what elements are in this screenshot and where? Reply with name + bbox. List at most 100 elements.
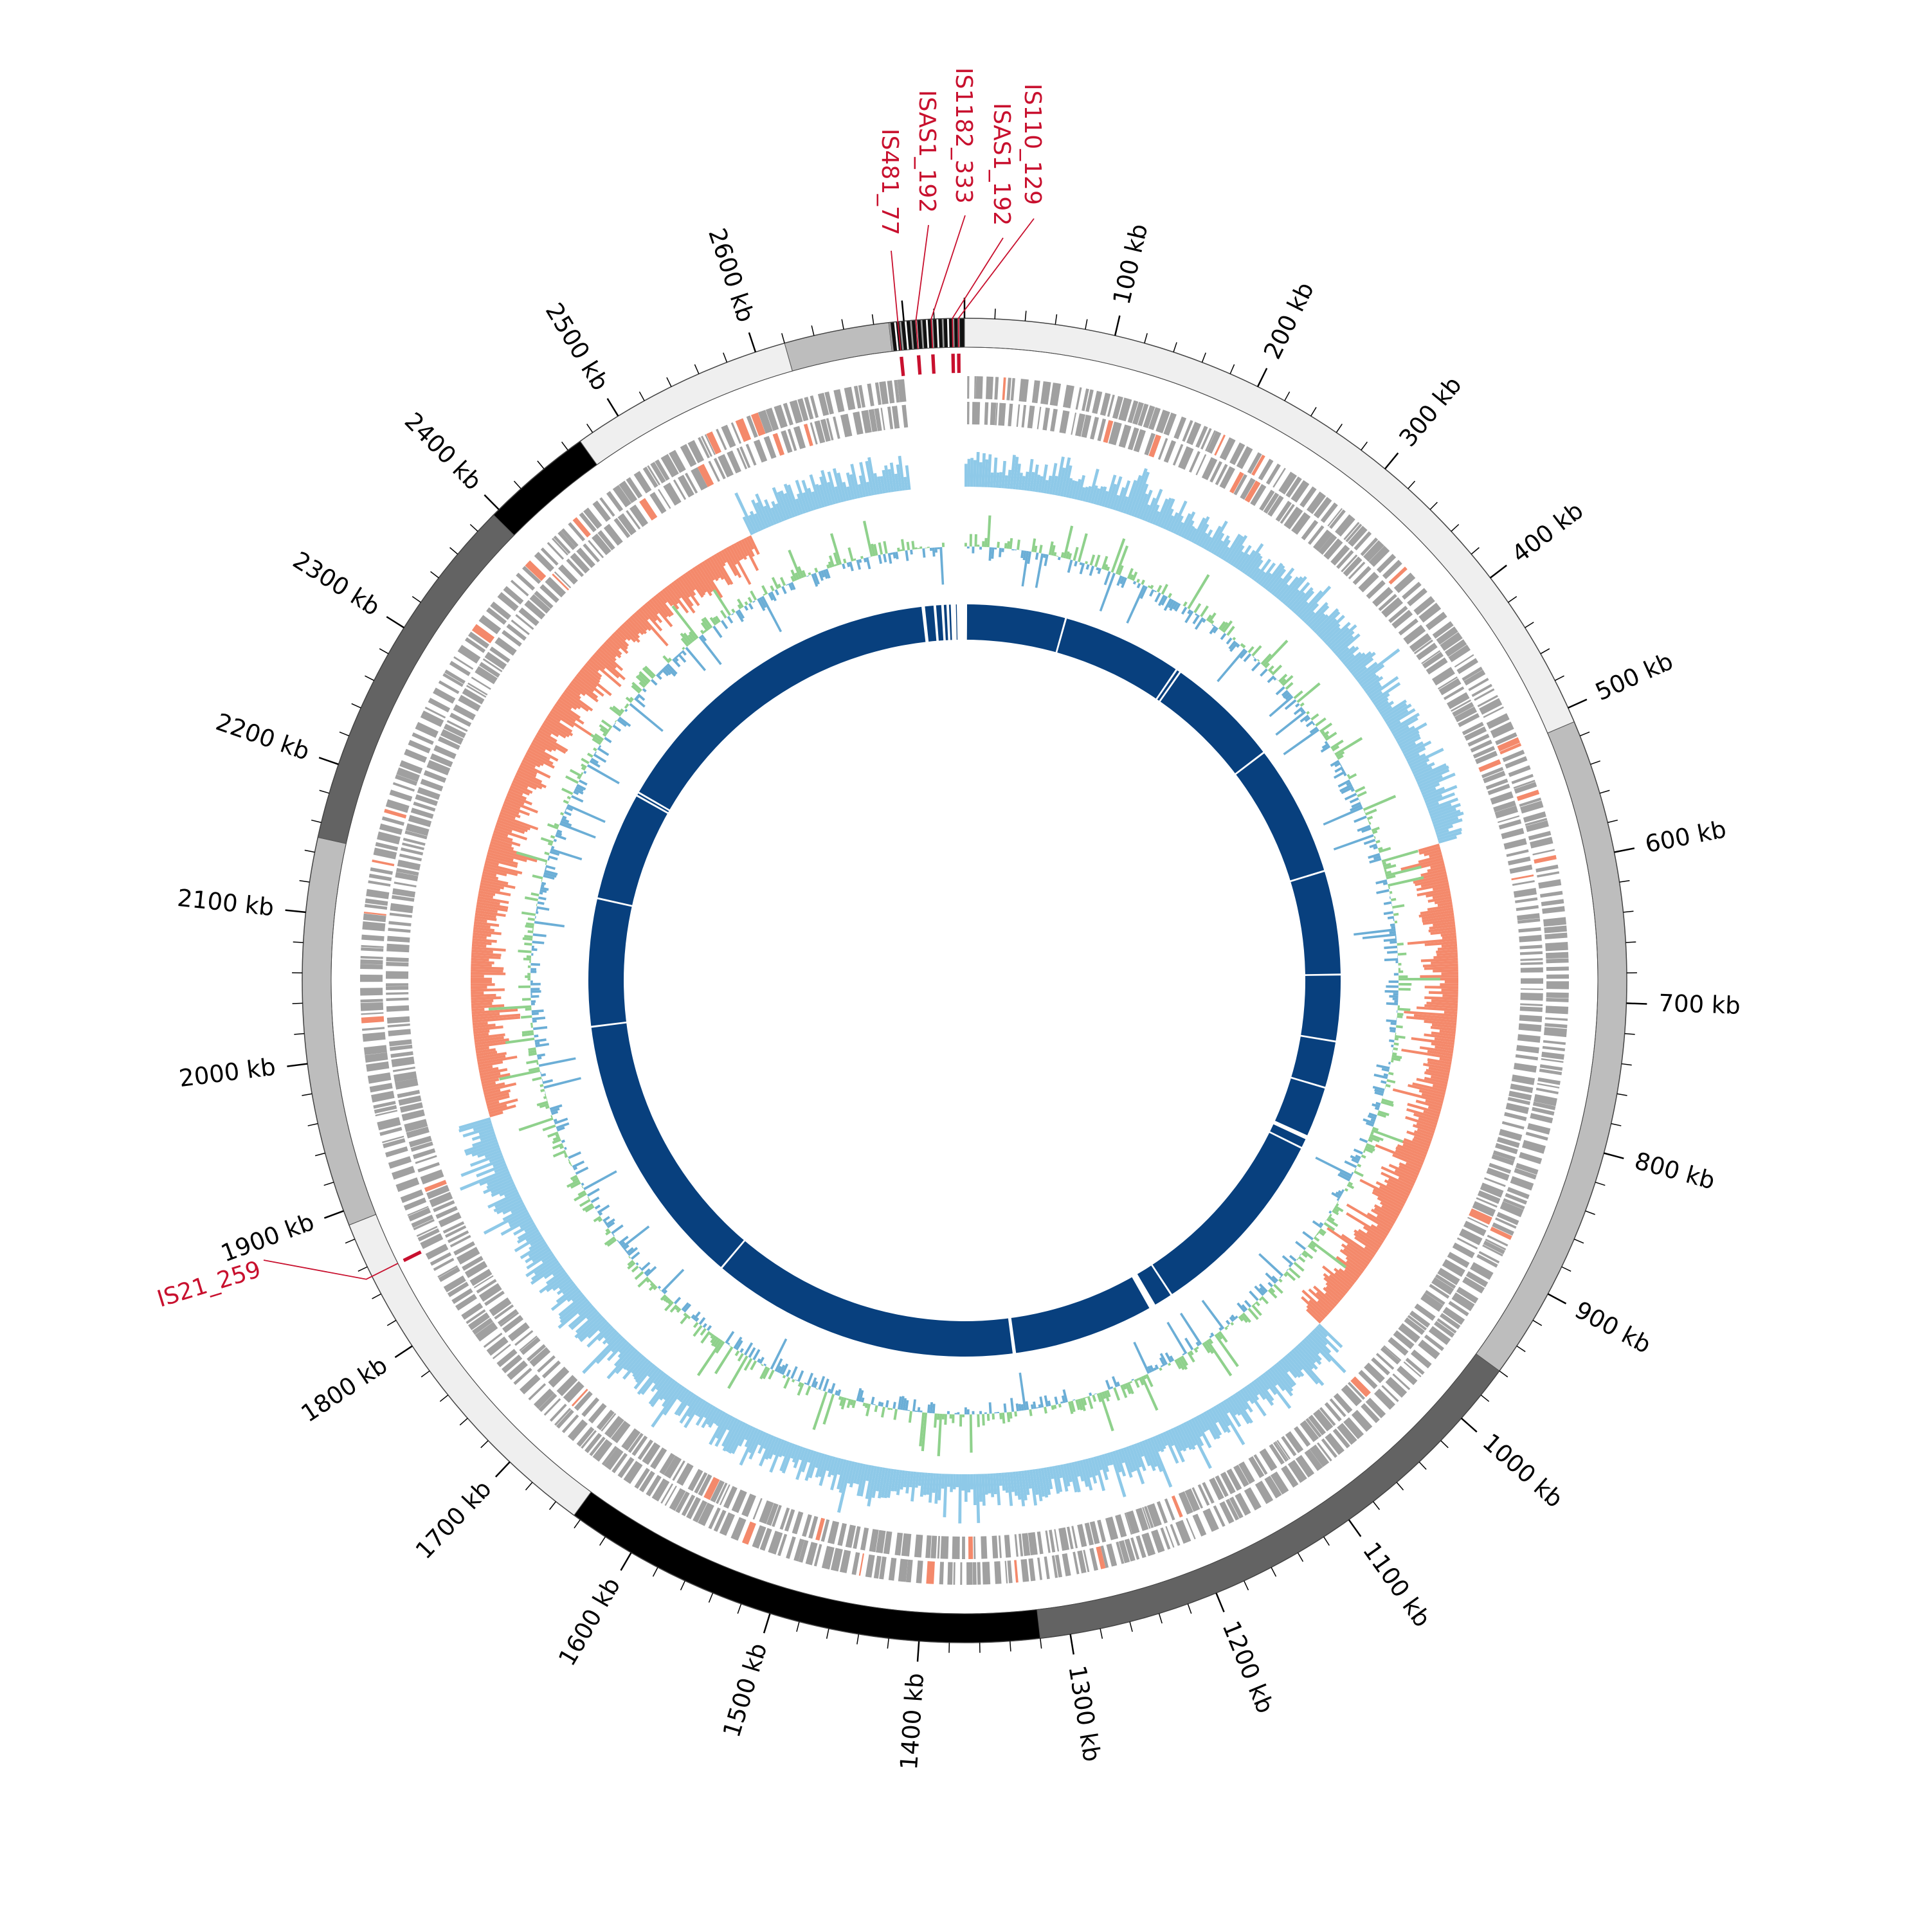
gc-content-bar <box>1350 797 1359 804</box>
gc-content-bar <box>1202 1300 1225 1330</box>
gc-content-bar <box>530 968 536 971</box>
gene-feature <box>1521 962 1543 965</box>
gc-content-bar <box>518 986 530 988</box>
gc-content-bar <box>905 550 909 561</box>
major-tick <box>1258 368 1267 387</box>
gc-content-bar <box>1382 1096 1383 1099</box>
gc-content-bar <box>967 546 970 548</box>
minor-tick <box>1574 1239 1584 1243</box>
gc-content-bar <box>543 1077 581 1088</box>
gc-content-bar <box>1389 980 1399 983</box>
gc-content-bar <box>720 610 727 618</box>
minor-tick <box>842 320 844 330</box>
minor-tick <box>782 333 784 343</box>
gene-feature <box>992 1536 999 1558</box>
gene-feature <box>889 1558 897 1581</box>
minor-tick <box>587 424 593 432</box>
gc-content-bar <box>595 752 597 754</box>
tick-label: 2200 kb <box>212 708 313 766</box>
minor-tick <box>412 597 421 602</box>
gc-content-bar <box>1381 1080 1386 1084</box>
minor-tick <box>305 850 315 852</box>
gc-content-bar <box>887 1407 890 1410</box>
gene-feature <box>954 1562 955 1585</box>
gene-feature <box>1019 379 1029 402</box>
gc-content-bar <box>1394 1000 1398 1003</box>
gc-content-bar <box>721 620 728 629</box>
gc-content-bar <box>881 1407 885 1418</box>
gc-content-bar <box>547 858 550 860</box>
gc-content-bar <box>530 963 540 966</box>
gc-content-bar <box>587 753 593 758</box>
gene-feature <box>1520 1006 1543 1012</box>
tick-label: 900 kb <box>1570 1296 1655 1359</box>
gc-content-bar <box>1039 545 1043 553</box>
gene-feature <box>1516 1054 1538 1061</box>
gc-content-bar <box>1390 891 1393 894</box>
gc-content-bar <box>957 1412 959 1414</box>
gc-skew-bar <box>967 459 970 487</box>
gc-content-bar <box>1010 538 1013 549</box>
gc-content-bar <box>535 916 536 919</box>
gc-content-bar <box>614 723 616 725</box>
gc-skew-bar <box>471 983 495 986</box>
minor-tick <box>873 314 874 325</box>
minor-tick <box>358 1267 367 1271</box>
gene-feature <box>1164 1499 1175 1521</box>
gc-content-bar <box>1397 1013 1404 1016</box>
gc-content-bar <box>583 1170 617 1190</box>
gc-content-bar <box>642 688 647 692</box>
gene-feature <box>925 1535 931 1558</box>
minor-tick <box>1130 1621 1132 1631</box>
gc-content-bar <box>1361 1155 1366 1159</box>
gene-feature <box>986 377 993 399</box>
gc-skew-bar <box>1442 994 1458 997</box>
is-element-mark <box>917 355 921 374</box>
gene-feature <box>1514 888 1537 898</box>
gc-content-bar <box>628 1256 631 1259</box>
gene-feature <box>1543 1040 1566 1045</box>
gene-feature <box>1537 871 1559 878</box>
gc-content-bar <box>570 1164 572 1166</box>
gc-content-bar <box>1388 1061 1391 1064</box>
tick-label: 400 kb <box>1507 496 1588 568</box>
gene-feature <box>487 1337 509 1356</box>
gc-content-bar <box>550 835 555 839</box>
gene-feature <box>792 1512 804 1535</box>
gc-content-bar <box>682 647 685 650</box>
gc-content-bar <box>744 606 748 611</box>
minor-tick <box>460 1418 467 1425</box>
gc-content-bar <box>843 559 847 564</box>
gc-content-bar <box>561 1139 565 1143</box>
minor-tick <box>1481 1395 1489 1402</box>
gc-content-bar <box>1060 1402 1063 1404</box>
minor-tick <box>1408 481 1415 489</box>
minor-tick <box>1608 820 1618 823</box>
gc-content-bar <box>602 1216 610 1222</box>
tick-label: 1200 kb <box>1217 1617 1279 1717</box>
major-tick <box>496 1462 510 1477</box>
gc-content-bar <box>593 748 597 752</box>
gc-content-bar <box>977 545 979 546</box>
gc-content-bar <box>572 1160 584 1168</box>
minor-tick <box>470 525 478 532</box>
tick-label: 100 kb <box>1108 221 1154 307</box>
gc-content-bar <box>783 1377 790 1389</box>
gene-feature <box>1514 1063 1537 1072</box>
gene-feature <box>1325 1402 1342 1422</box>
gc-content-bar <box>1086 564 1090 570</box>
gene-feature <box>1521 988 1543 990</box>
gc-content-bar <box>935 547 937 552</box>
gc-content-bar <box>1386 1079 1395 1083</box>
gc-content-bar <box>1085 561 1088 564</box>
gc-content-bar <box>553 1150 566 1158</box>
minor-tick <box>300 881 310 882</box>
gc-content-bar <box>959 1414 962 1427</box>
gc-content-bar <box>532 1012 539 1015</box>
major-tick <box>1568 700 1587 708</box>
gc-content-bar <box>944 1414 947 1425</box>
gene-feature <box>1541 1052 1564 1060</box>
gc-content-bar <box>581 758 589 764</box>
gc-content-bar <box>1078 533 1088 562</box>
gene-feature <box>865 1555 875 1578</box>
